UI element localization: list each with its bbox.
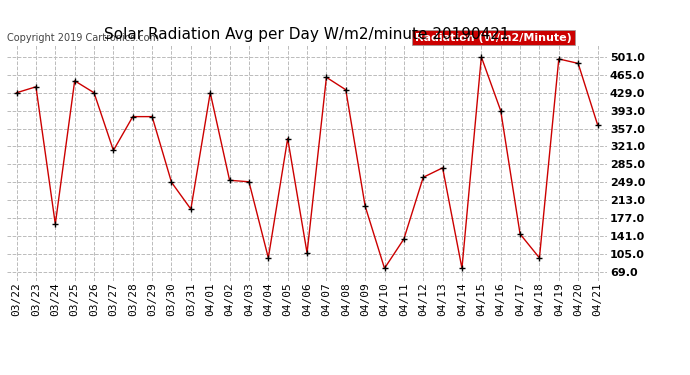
- Text: Radiation (W/m2/Minute): Radiation (W/m2/Minute): [415, 33, 572, 43]
- Text: Copyright 2019 Cartronics.com: Copyright 2019 Cartronics.com: [7, 33, 159, 43]
- Title: Solar Radiation Avg per Day W/m2/minute 20190421: Solar Radiation Avg per Day W/m2/minute …: [104, 27, 510, 42]
